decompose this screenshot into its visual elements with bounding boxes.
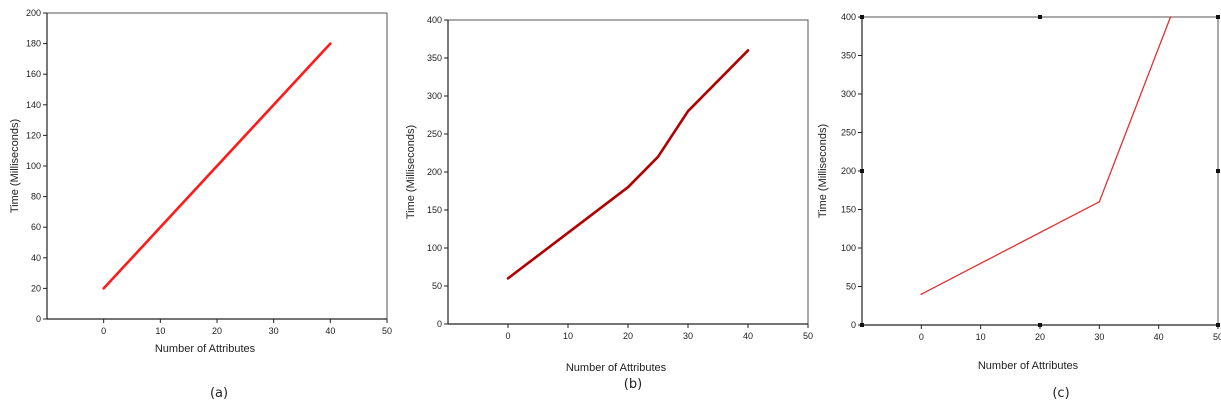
x-axis-title: Number of Attributes (155, 343, 256, 355)
y-tick-label: 60 (31, 222, 41, 232)
y-tick-label: 100 (841, 243, 856, 253)
chart-3: 0 50 100 150 200 250 300 350 400 0 10 20 30 40 50 Time … (817, 12, 1221, 401)
y-tick-label: 150 (841, 205, 856, 215)
resize-handle[interactable] (860, 15, 864, 19)
data-point (920, 293, 923, 296)
plot-frame (447, 19, 809, 325)
y-axis-title: Time (Milliseconds) (9, 119, 21, 213)
x-tick-label: 50 (803, 331, 813, 341)
y-axis-title: Time (Milliseconds) (817, 124, 829, 218)
y-tick-label: 20 (31, 283, 41, 293)
x-tick-label: 20 (212, 326, 222, 336)
x-tick-label: 30 (683, 331, 693, 341)
y-tick-label: 0 (36, 314, 41, 324)
series-line-1 (102, 42, 332, 290)
y-tick-label: 250 (427, 129, 442, 139)
y-tick-label: 200 (26, 8, 41, 18)
y-tick-label: 100 (427, 243, 442, 253)
chart-1: 0 20 40 60 80 100 120 140 160 180 200 0 10 20 30 40 50 Ti… (9, 8, 392, 401)
y-tick-label: 180 (26, 39, 41, 49)
y-tick-label: 350 (841, 51, 856, 61)
y-tick-label: 50 (846, 282, 856, 292)
x-tick-label: 10 (976, 332, 986, 342)
x-axis-title: Number of Attributes (978, 360, 1079, 372)
resize-handle[interactable] (1216, 169, 1220, 173)
resize-handle[interactable] (860, 323, 864, 327)
x-tick-label: 0 (919, 332, 924, 342)
data-point (627, 186, 629, 188)
resize-handle[interactable] (1216, 15, 1220, 19)
y-tick-label: 80 (31, 192, 41, 202)
resize-handle[interactable] (860, 169, 864, 173)
resize-handle[interactable] (1216, 323, 1220, 327)
x-tick-label: 0 (505, 331, 510, 341)
x-axis-title: Number of Attributes (566, 362, 667, 374)
data-point (657, 156, 659, 158)
y-tick-label: 0 (851, 320, 856, 330)
x-tick-label: 30 (1094, 332, 1104, 342)
x-tick-label: 20 (623, 331, 633, 341)
y-tick-label: 400 (841, 12, 856, 22)
x-tick-label: 50 (1213, 332, 1221, 342)
data-point (1098, 201, 1101, 203)
x-tick-label: 10 (563, 331, 573, 341)
resize-handle[interactable] (1038, 323, 1042, 327)
data-point (1169, 16, 1172, 18)
y-tick-label: 300 (841, 89, 856, 99)
chart-caption: (c) (1052, 386, 1069, 401)
y-tick-label: 300 (427, 91, 442, 101)
chart-caption: (b) (624, 377, 642, 392)
chart-2: 0 50 100 150 200 250 300 350 400 0 10 20 30 40 50 Time … (405, 15, 813, 392)
y-axis-title: Time (Milliseconds) (405, 125, 417, 219)
data-point (567, 232, 569, 234)
y-tick-label: 120 (26, 130, 41, 140)
chart-caption: (a) (210, 386, 228, 401)
y-tick-label: 50 (432, 281, 442, 291)
data-point (329, 42, 332, 45)
y-tick-label: 200 (427, 167, 442, 177)
y-tick-label: 150 (427, 205, 442, 215)
x-tick-label: 50 (382, 326, 392, 336)
series-line-1 (506, 49, 750, 280)
y-tick-label: 200 (841, 166, 856, 176)
x-tick-label: 40 (1154, 332, 1164, 342)
y-tick-label: 140 (26, 100, 41, 110)
data-point (687, 110, 689, 112)
x-tick-label: 20 (1035, 332, 1045, 342)
y-tick-label: 100 (26, 161, 41, 171)
plot-frame (861, 16, 1219, 326)
y-tick-label: 160 (26, 69, 41, 79)
y-tick-label: 40 (31, 253, 41, 263)
y-tick-label: 350 (427, 53, 442, 63)
y-tick-label: 250 (841, 128, 856, 138)
y-tick-label: 400 (427, 15, 442, 25)
data-point (102, 287, 105, 290)
x-tick-label: 0 (101, 326, 106, 336)
y-tick-label: 0 (437, 319, 442, 329)
data-point (507, 277, 509, 280)
data-point (747, 49, 749, 52)
x-tick-label: 10 (155, 326, 165, 336)
x-tick-label: 40 (743, 331, 753, 341)
x-tick-label: 30 (269, 326, 279, 336)
resize-handle[interactable] (1038, 15, 1042, 19)
x-tick-label: 40 (325, 326, 335, 336)
series-line-1 (920, 16, 1172, 295)
